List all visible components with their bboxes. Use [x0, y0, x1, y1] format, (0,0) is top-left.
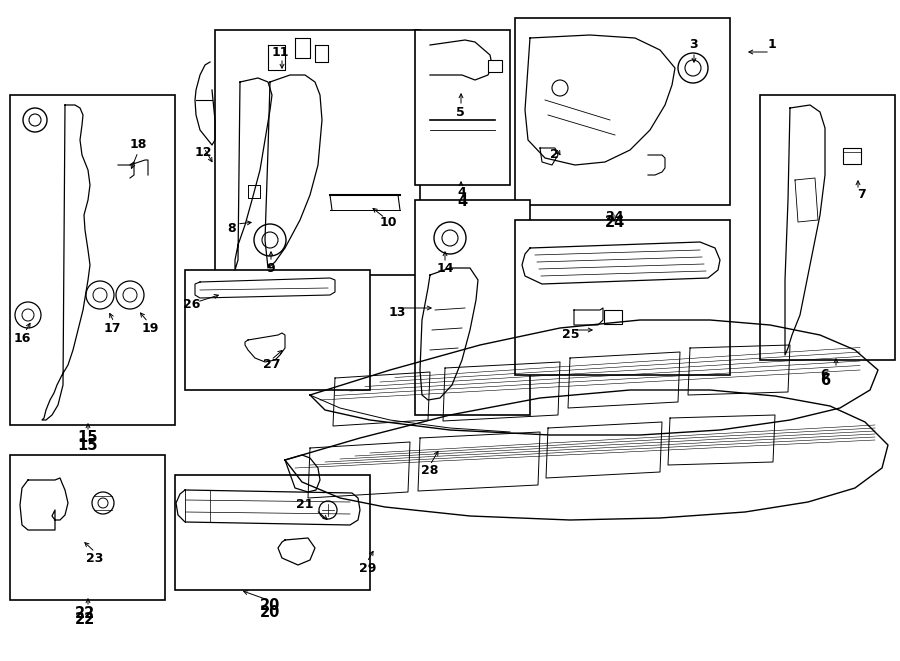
Text: 15: 15 [77, 438, 98, 453]
Text: 27: 27 [263, 358, 281, 371]
Text: 25: 25 [562, 329, 580, 342]
Bar [760, 95, 895, 360]
Bar [515, 220, 730, 375]
Text: 20: 20 [260, 598, 280, 613]
Text: 10: 10 [379, 215, 397, 229]
Bar [843, 148, 861, 164]
Text: 2: 2 [550, 149, 558, 161]
Text: 21: 21 [296, 498, 314, 512]
Text: 29: 29 [359, 561, 377, 574]
Text: 17: 17 [104, 321, 121, 334]
Bar [10, 455, 165, 600]
Text: 6: 6 [821, 368, 829, 381]
Text: 18: 18 [130, 139, 147, 151]
Text: 20: 20 [260, 605, 280, 620]
Text: 23: 23 [86, 551, 104, 564]
Text: 3: 3 [688, 38, 698, 52]
Text: 11: 11 [271, 46, 289, 59]
Text: 8: 8 [228, 221, 237, 235]
Text: 9: 9 [266, 262, 275, 274]
Text: 28: 28 [421, 463, 438, 477]
Text: 22: 22 [75, 605, 95, 621]
Bar [415, 200, 530, 415]
Text: 24: 24 [607, 210, 624, 223]
Text: 14: 14 [436, 262, 454, 274]
Text: 5: 5 [455, 106, 464, 118]
Bar [10, 95, 175, 425]
Bar [215, 30, 420, 275]
Text: 1: 1 [768, 38, 777, 52]
Text: 13: 13 [388, 305, 406, 319]
Text: 24: 24 [605, 215, 626, 230]
Text: 7: 7 [858, 188, 867, 202]
Text: 19: 19 [141, 321, 158, 334]
Bar [415, 30, 510, 185]
Bar [488, 60, 502, 72]
Text: 26: 26 [184, 299, 201, 311]
Bar [185, 270, 370, 390]
Text: 22: 22 [75, 612, 95, 627]
Text: 15: 15 [77, 430, 98, 446]
Text: 6: 6 [820, 373, 830, 388]
Bar [515, 18, 730, 205]
Text: 4: 4 [457, 186, 466, 200]
Text: 12: 12 [194, 145, 212, 159]
Text: 4: 4 [457, 194, 467, 209]
Bar [175, 475, 370, 590]
Bar [604, 310, 622, 324]
Text: 16: 16 [14, 332, 31, 344]
